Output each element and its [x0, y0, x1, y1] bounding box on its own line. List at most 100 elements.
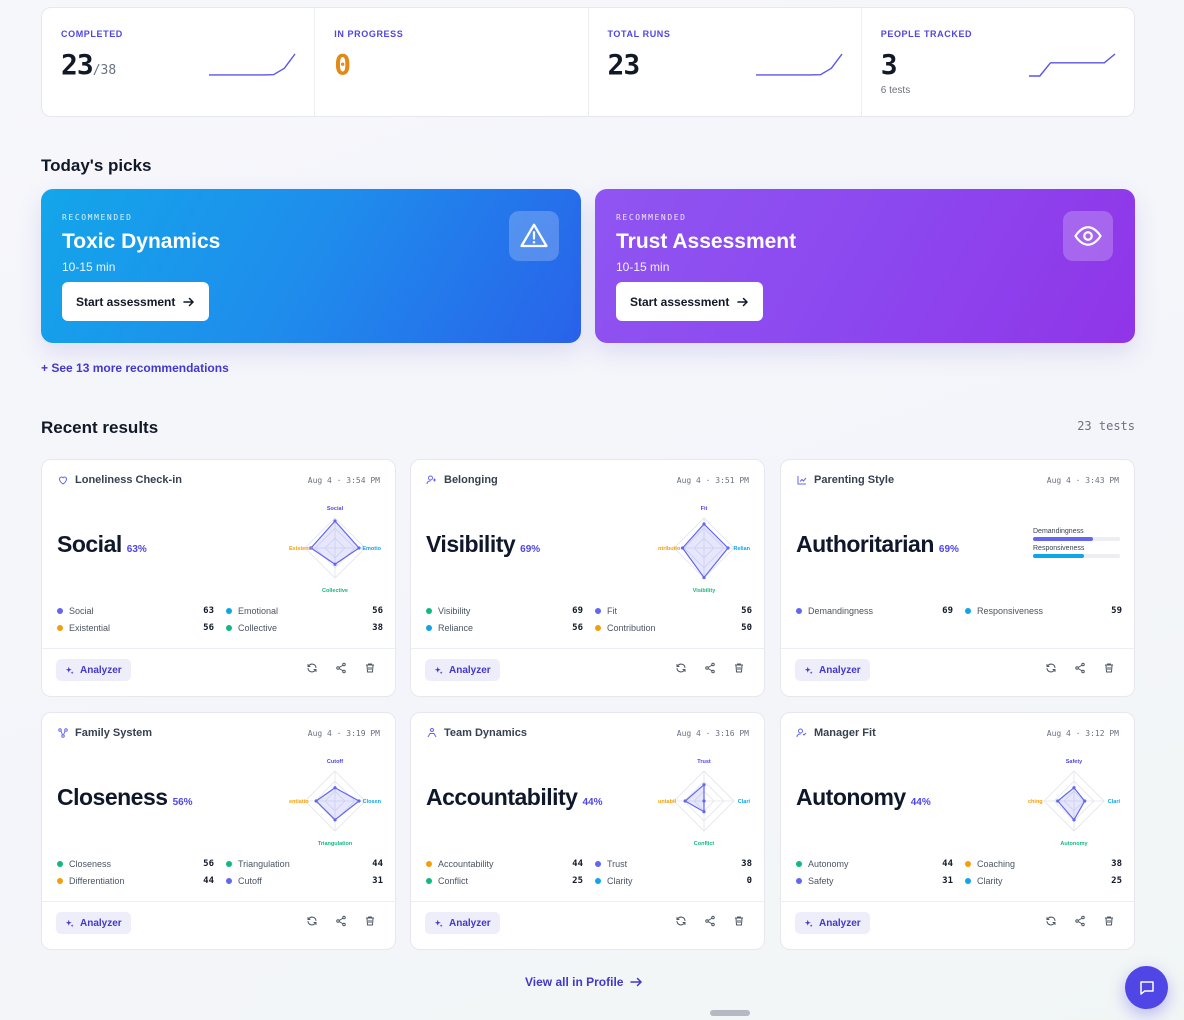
dimension-label: Existential — [69, 623, 111, 633]
result-card[interactable]: Team Dynamics Aug 4 · 3:16 PM Accountabili… — [410, 712, 765, 950]
dimension-item: Accountability 44 — [426, 857, 583, 871]
trash-icon[interactable] — [364, 662, 376, 674]
result-card[interactable]: Family System Aug 4 · 3:19 PM Closeness 56%… — [41, 712, 396, 950]
radar-point — [314, 799, 318, 803]
analyzer-button[interactable]: Analyzer — [56, 659, 131, 681]
result-percent: 44% — [582, 797, 603, 808]
refresh-icon[interactable] — [675, 915, 687, 927]
dimension-label: Coaching — [977, 859, 1016, 869]
card-actions — [675, 662, 745, 674]
dimension-dot — [426, 861, 432, 867]
pick-card-toxic-dynamics[interactable]: RECOMMENDED Toxic Dynamics 10-15 min Sta… — [41, 189, 581, 343]
result-card[interactable]: Parenting Style Aug 4 · 3:43 PM Authoritar… — [780, 459, 1135, 697]
result-label: Closeness — [57, 784, 168, 810]
trash-icon[interactable] — [1103, 662, 1115, 674]
stat-number: 23 — [607, 48, 641, 81]
share-icon[interactable] — [335, 662, 347, 674]
result-card[interactable]: Manager Fit Aug 4 · 3:12 PM Autonomy 44% Saf… — [780, 712, 1135, 950]
card-result: Closeness 56% — [57, 784, 193, 811]
dimension-item: Existential 56 — [57, 621, 214, 635]
bar-label: Demandingness — [1033, 528, 1084, 535]
radar-point — [1072, 786, 1076, 790]
stat-subtext: 6 tests — [880, 85, 911, 96]
arrow-right-icon — [737, 297, 749, 306]
recent-results-title: Recent results — [41, 418, 159, 437]
heart-pulse-icon — [58, 476, 68, 485]
radar-axis-label: Relian — [733, 546, 750, 552]
sparkle-icon — [434, 666, 443, 674]
refresh-icon[interactable] — [675, 662, 687, 674]
trash-icon[interactable] — [364, 915, 376, 927]
stat-in-progress: IN PROGRESS 0 — [315, 8, 589, 116]
refresh-icon[interactable] — [306, 915, 318, 927]
dimension-value: 59 — [1111, 606, 1122, 616]
dimension-label: Clarity — [607, 876, 633, 886]
refresh-icon[interactable] — [306, 662, 318, 674]
analyzer-button[interactable]: Analyzer — [795, 659, 870, 681]
bar-fill — [1033, 537, 1094, 541]
dimension-value: 56 — [372, 606, 383, 616]
stats-bar: COMPLETED 23/38 IN PROGRESS 0 TOTAL RUNS 23 PE… — [41, 7, 1135, 117]
bar-track — [1033, 554, 1120, 558]
dimension-item: Social 63 — [57, 604, 214, 618]
share-icon[interactable] — [704, 915, 716, 927]
view-all-profile-link[interactable]: View all in Profile — [525, 975, 643, 989]
dimension-label: Safety — [808, 876, 834, 886]
dimension-item: Reliance 56 — [426, 621, 583, 635]
trash-icon[interactable] — [733, 662, 745, 674]
radar-axis-label: Safety — [1066, 759, 1083, 765]
see-more-recommendations-link[interactable]: + See 13 more recommendations — [41, 361, 229, 375]
sparkline-path — [1029, 53, 1116, 77]
refresh-icon[interactable] — [1045, 662, 1057, 674]
analyzer-label: Analyzer — [80, 664, 122, 676]
radar-axis-label: entiatio — [289, 799, 309, 805]
arrow-right-icon — [183, 297, 195, 306]
dimension-item: Closeness 56 — [57, 857, 214, 871]
start-assessment-button[interactable]: Start assessment — [62, 282, 210, 321]
card-header: Manager Fit — [796, 727, 876, 739]
result-card[interactable]: Loneliness Check-in Aug 4 · 3:54 PM Social… — [41, 459, 396, 697]
analyzer-button[interactable]: Analyzer — [56, 912, 131, 934]
stat-label: PEOPLE TRACKED — [880, 29, 973, 39]
dimension-label: Differentiation — [69, 876, 125, 886]
dimension-label: Responsiveness — [977, 606, 1044, 616]
radar-point — [702, 810, 706, 814]
pick-tag: RECOMMENDED — [616, 213, 687, 222]
card-footer: Analyzer — [42, 648, 395, 681]
share-icon[interactable] — [704, 662, 716, 674]
share-icon[interactable] — [1074, 915, 1086, 927]
radar-chart: Safety Clari Autonomy ching — [1028, 759, 1120, 847]
dimension-dot — [226, 608, 232, 614]
radar-area — [310, 520, 360, 566]
analyzer-button[interactable]: Analyzer — [795, 912, 870, 934]
share-icon[interactable] — [335, 915, 347, 927]
pick-card-trust-assessment[interactable]: RECOMMENDED Trust Assessment 10-15 min S… — [595, 189, 1135, 343]
result-label: Autonomy — [796, 784, 906, 810]
result-card[interactable]: Belonging Aug 4 · 3:51 PM Visibility 69% Fit… — [410, 459, 765, 697]
card-test-name: Family System — [75, 727, 153, 739]
chat-button[interactable] — [1125, 966, 1168, 1009]
chat-icon — [1139, 980, 1154, 995]
pick-duration: 10-15 min — [62, 260, 116, 274]
trash-icon[interactable] — [1103, 915, 1115, 927]
share-icon[interactable] — [1074, 662, 1086, 674]
radar-axis-label: Emotio — [362, 546, 381, 552]
dimension-label: Trust — [607, 859, 628, 869]
trash-icon[interactable] — [733, 915, 745, 927]
view-all-label: View all in Profile — [525, 975, 624, 989]
dimension-label: Demandingness — [808, 606, 874, 616]
analyzer-button[interactable]: Analyzer — [425, 659, 500, 681]
dimension-item: Contribution 50 — [595, 621, 752, 635]
start-assessment-button[interactable]: Start assessment — [616, 282, 764, 321]
card-test-name: Team Dynamics — [444, 727, 527, 739]
stat-label: IN PROGRESS — [334, 29, 404, 39]
dimension-label: Visibility — [438, 606, 471, 616]
stat-label: COMPLETED — [61, 29, 123, 39]
analyzer-button[interactable]: Analyzer — [425, 912, 500, 934]
dimension-dot — [226, 861, 232, 867]
radar-point — [702, 522, 706, 526]
refresh-icon[interactable] — [1045, 915, 1057, 927]
stat-label: TOTAL RUNS — [607, 29, 671, 39]
radar-area — [315, 787, 361, 821]
scroll-handle[interactable] — [710, 1010, 750, 1016]
